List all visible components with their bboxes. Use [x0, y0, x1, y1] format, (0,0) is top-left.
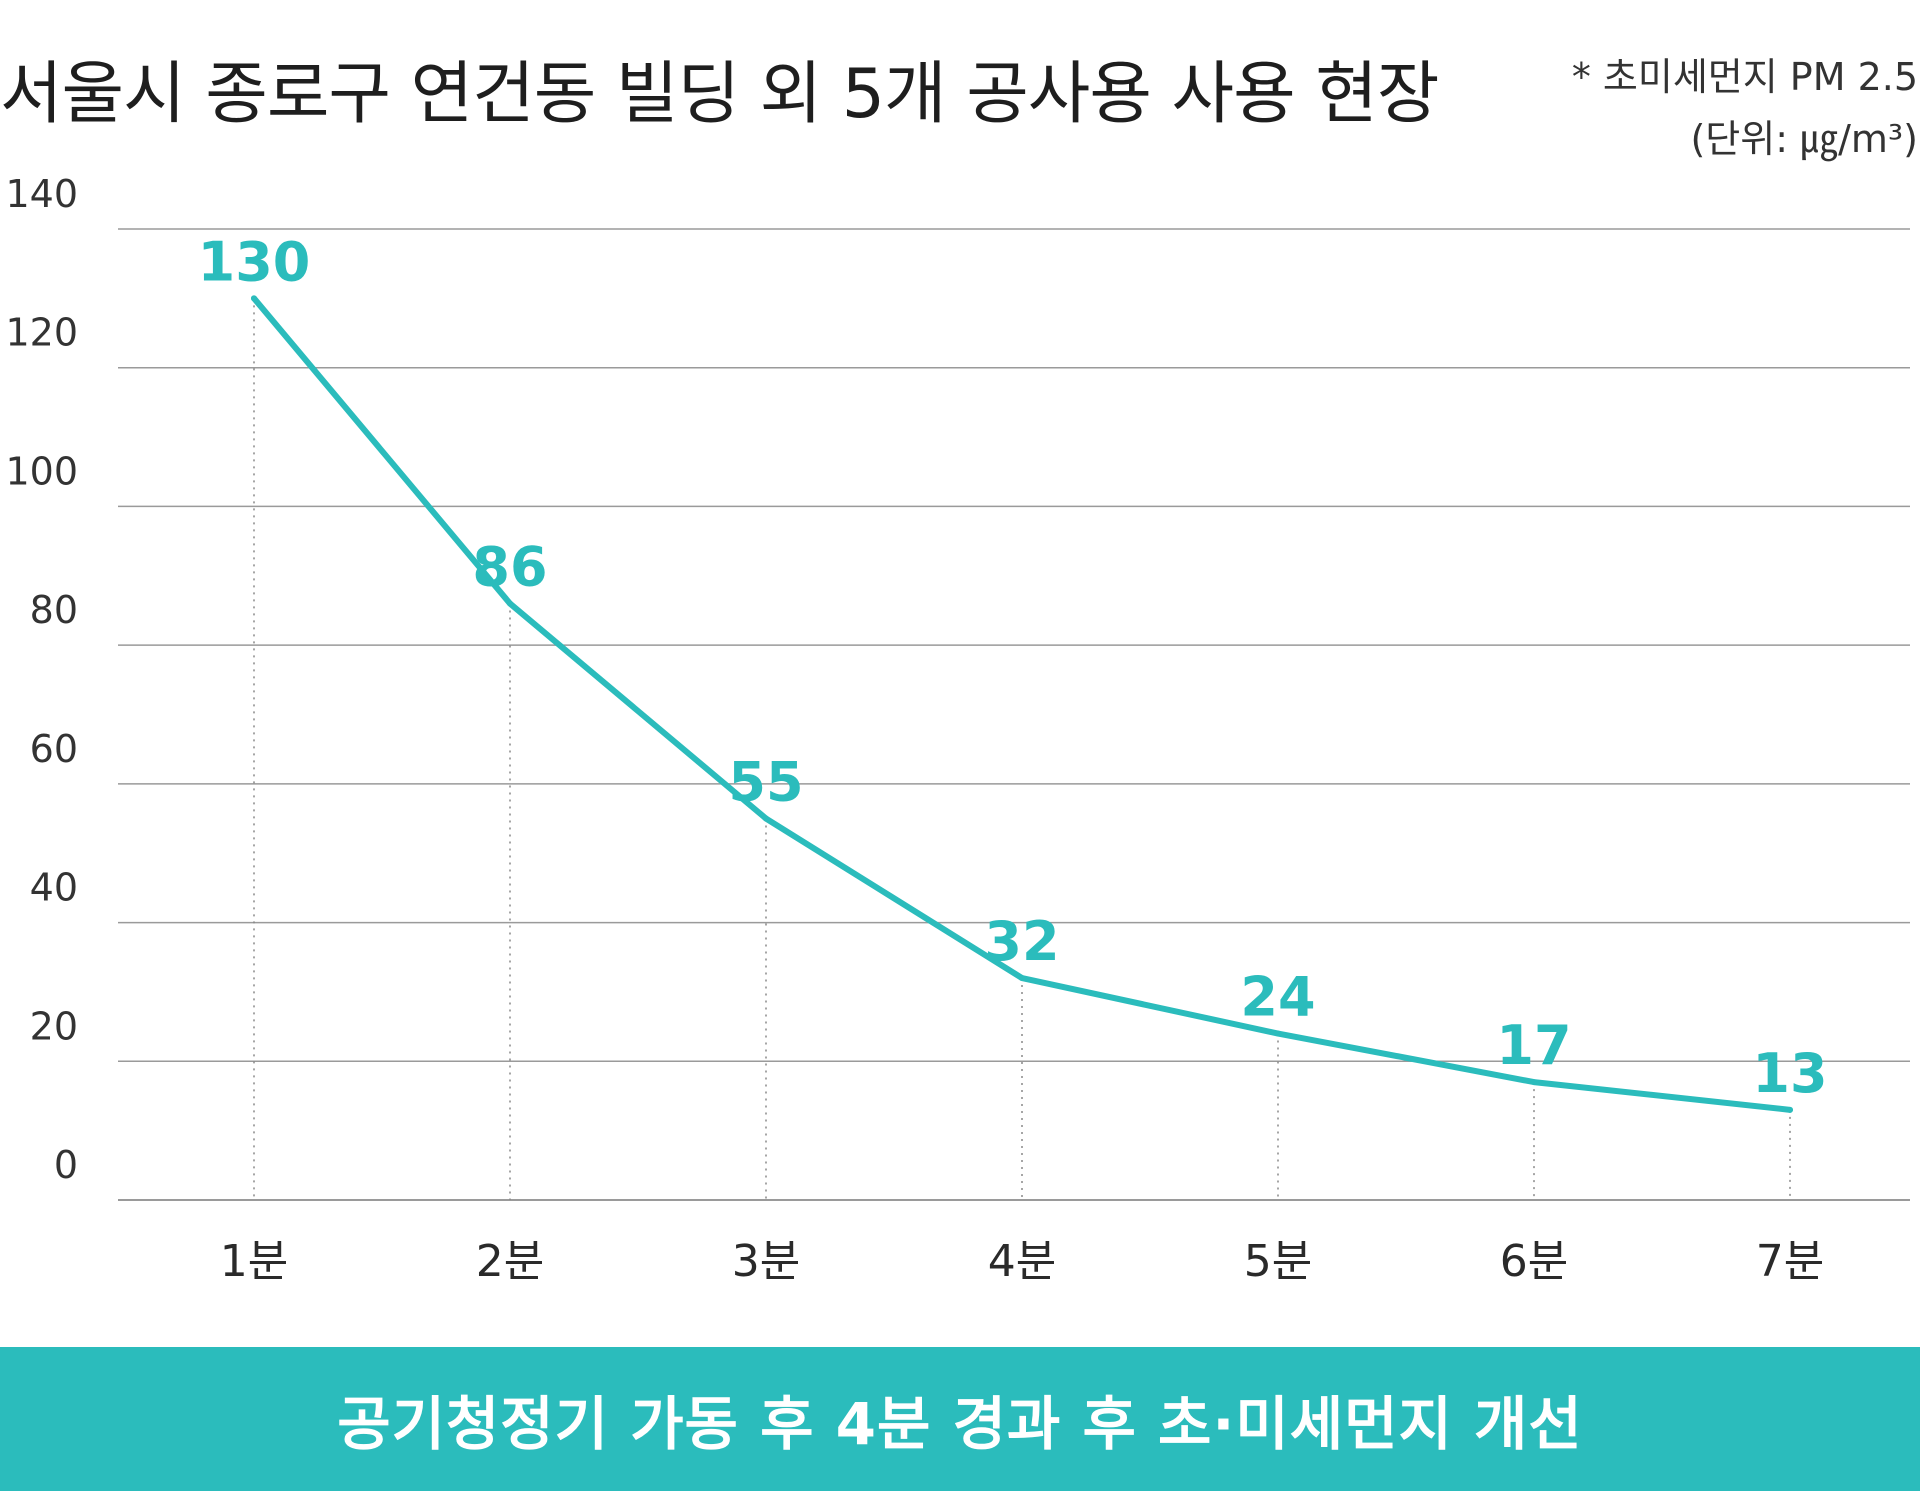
data-label: 55 [728, 751, 803, 814]
y-tick-label: 40 [30, 866, 78, 910]
data-point [1019, 975, 1025, 982]
y-tick-label: 80 [30, 588, 78, 632]
x-tick-label: 3분 [732, 1236, 800, 1287]
summary-banner-text: 공기청정기 가동 후 4분 경과 후 초·미세먼지 개선 [337, 1390, 1583, 1458]
pm25-line-chart: 0 20 40 60 80 100 120 140 1분 2분 3분 4분 5분 6분 7분 130 86 5… [5, 172, 1910, 1287]
y-tick-label: 120 [5, 311, 78, 355]
x-tick-label: 4분 [988, 1236, 1056, 1287]
measurement-note: * 초미세먼지 PM 2.5 [1571, 55, 1918, 99]
y-tick-label: 140 [5, 172, 78, 216]
data-label: 130 [198, 230, 311, 293]
data-point [1275, 1030, 1281, 1037]
x-tick-label: 2분 [476, 1236, 544, 1287]
y-axis-ticks: 0 20 40 60 80 100 120 140 [5, 172, 78, 1187]
grid-lines [118, 228, 1910, 1201]
data-labels: 130 86 55 32 24 17 13 [198, 230, 1828, 1104]
vertical-guides [253, 298, 1791, 1200]
y-tick-label: 60 [30, 727, 78, 771]
unit-note: (단위: ㎍/m³) [1690, 117, 1918, 161]
data-point [1787, 1106, 1793, 1113]
y-tick-label: 20 [30, 1004, 78, 1048]
x-tick-label: 7분 [1756, 1236, 1824, 1287]
data-point [507, 600, 513, 607]
x-tick-label: 6분 [1500, 1236, 1568, 1287]
series-layer [251, 295, 1793, 1113]
data-label: 17 [1496, 1014, 1571, 1077]
page-title: 서울시 종로구 연건동 빌딩 외 5개 공사용 사용 현장 [0, 55, 1439, 134]
x-tick-label: 1분 [220, 1236, 288, 1287]
x-axis-ticks: 1분 2분 3분 4분 5분 6분 7분 [220, 1236, 1824, 1287]
x-tick-label: 5분 [1244, 1236, 1312, 1287]
y-tick-label: 100 [5, 449, 78, 493]
data-point [251, 295, 257, 302]
data-label: 86 [472, 536, 547, 599]
summary-banner: 공기청정기 가동 후 4분 경과 후 초·미세먼지 개선 [0, 1347, 1920, 1491]
data-point [1531, 1079, 1537, 1086]
series-line [251, 295, 1793, 1113]
data-label: 32 [984, 910, 1059, 973]
data-point [763, 815, 769, 822]
data-label: 13 [1752, 1042, 1827, 1105]
y-tick-label: 0 [54, 1143, 78, 1187]
data-label: 24 [1240, 966, 1315, 1029]
